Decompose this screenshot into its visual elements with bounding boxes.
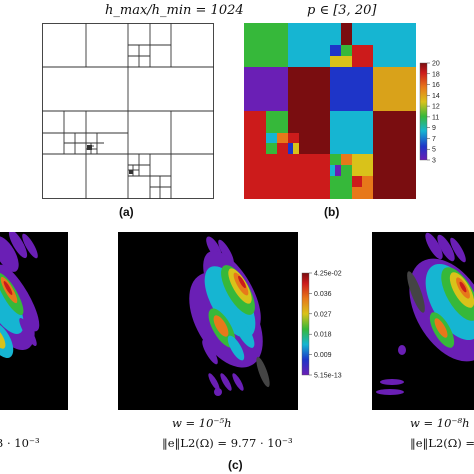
p-colorbar-tick-label: 11 — [432, 114, 439, 121]
solution-plot-middle — [118, 232, 298, 410]
p-colorbar: 20 18 16 14 12 11 9 7 5 3 — [419, 61, 440, 165]
error-colorbar-tick-label: 0.009 — [314, 352, 332, 359]
right-w-label: w = 10⁻⁸h — [410, 416, 470, 430]
error-colorbar-tick-label: 0.018 — [314, 332, 332, 339]
panel-c-caption: (c) — [228, 458, 243, 472]
middle-error-label: ‖e‖L2(Ω) = 9.77 · 10⁻³ — [162, 436, 293, 450]
error-colorbar-tick-label: 0.036 — [314, 291, 332, 298]
error-colorbar: 4.25e-02 0.036 0.027 0.018 0.009 5.15e-13 — [301, 271, 342, 380]
p-colorbar-tick-label: 20 — [432, 61, 440, 68]
error-colorbar-tick-label: 5.15e-13 — [314, 373, 342, 380]
p-colorbar-tick-label: 5 — [432, 147, 436, 154]
solution-plot-left — [0, 232, 68, 410]
right-error-fragment: ‖e‖L2(Ω) = 9 — [410, 436, 474, 450]
middle-w-label: w = 10⁻⁵h — [172, 416, 232, 430]
p-colorbar-tick-label: 12 — [432, 104, 440, 111]
solution-plot-right — [372, 232, 474, 410]
panel-b-title: p ∈ [3, 20] — [307, 3, 377, 18]
mesh-figure — [42, 23, 214, 199]
p-colorbar-tick-label: 9 — [432, 125, 436, 132]
error-colorbar-tick-label: 0.027 — [314, 311, 332, 318]
panel-b-caption: (b) — [324, 205, 340, 219]
p-colorbar-tick-label: 7 — [432, 136, 436, 143]
p-colorbar-tick-label: 3 — [432, 158, 436, 165]
panel-a-title: h_max/h_min = 1024 — [105, 3, 244, 18]
p-colorbar-tick-label: 18 — [432, 71, 440, 78]
p-distribution-map — [244, 23, 416, 199]
p-colorbar-tick-label: 14 — [432, 93, 440, 100]
panel-a-caption: (a) — [119, 205, 134, 219]
left-error-fragment: 3 · 10⁻³ — [0, 436, 40, 450]
p-colorbar-tick-label: 16 — [432, 82, 440, 89]
error-colorbar-tick-label: 4.25e-02 — [314, 271, 342, 278]
